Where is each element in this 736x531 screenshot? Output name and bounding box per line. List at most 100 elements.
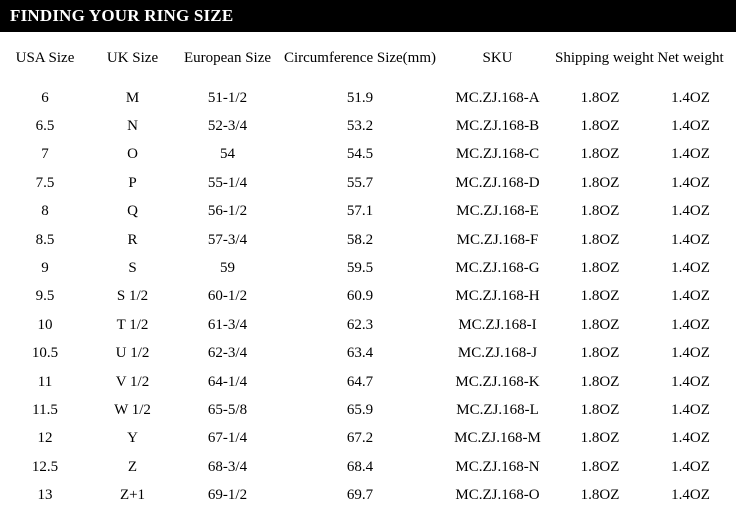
cell-shipping-weight: 1.8OZ bbox=[580, 118, 620, 135]
cell-sku: MC.ZJ.168-E bbox=[456, 203, 539, 220]
cell-uk-size: V 1/2 bbox=[115, 373, 150, 390]
cell-sku: MC.ZJ.168-O bbox=[455, 487, 540, 504]
cell-uk-size: O bbox=[127, 146, 138, 163]
cell-european-size: 59 bbox=[220, 260, 235, 277]
cell-circumference-size-mm: 54.5 bbox=[346, 146, 374, 163]
cell-net-weight: 1.4OZ bbox=[671, 231, 710, 248]
cell-circumference-size-mm: 69.7 bbox=[346, 487, 374, 504]
cell-shipping-weight: 1.8OZ bbox=[580, 89, 620, 106]
cell-net-weight: 1.4OZ bbox=[671, 288, 710, 305]
cell-uk-size: Q bbox=[127, 203, 138, 220]
column-header-net-weight: Net weight bbox=[657, 49, 724, 66]
table-row: 10.5 U 1/2 62-3/4 63.4 MC.ZJ.168-J 1.8OZ 1.4OZ bbox=[0, 340, 736, 368]
cell-shipping-weight: 1.8OZ bbox=[580, 430, 620, 447]
cell-sku: MC.ZJ.168-I bbox=[458, 316, 537, 333]
table-row: 11 V 1/2 64-1/4 64.7 MC.ZJ.168-K 1.8OZ 1.4OZ bbox=[0, 368, 736, 396]
table-row: 8.5 R 57-3/4 58.2 MC.ZJ.168-F 1.8OZ 1.4OZ bbox=[0, 226, 736, 254]
cell-usa-size: 8 bbox=[41, 203, 49, 220]
cell-circumference-size-mm: 63.4 bbox=[346, 345, 374, 362]
cell-sku: MC.ZJ.168-J bbox=[457, 345, 538, 362]
table-row: 6.5 N 52-3/4 53.2 MC.ZJ.168-B 1.8OZ 1.4OZ bbox=[0, 112, 736, 140]
table-row: 6 M 51-1/2 51.9 MC.ZJ.168-A 1.8OZ 1.4OZ bbox=[0, 84, 736, 112]
cell-european-size: 61-3/4 bbox=[207, 316, 248, 333]
cell-usa-size: 9.5 bbox=[35, 288, 55, 305]
cell-shipping-weight: 1.8OZ bbox=[580, 401, 620, 418]
cell-european-size: 56-1/2 bbox=[207, 203, 248, 220]
cell-circumference-size-mm: 53.2 bbox=[346, 118, 374, 135]
section-title: FINDING YOUR RING SIZE bbox=[10, 6, 234, 25]
cell-uk-size: S 1/2 bbox=[116, 288, 149, 305]
cell-uk-size: P bbox=[128, 174, 137, 191]
cell-uk-size: T 1/2 bbox=[116, 316, 149, 333]
cell-circumference-size-mm: 68.4 bbox=[346, 458, 374, 475]
cell-net-weight: 1.4OZ bbox=[671, 118, 710, 135]
cell-shipping-weight: 1.8OZ bbox=[580, 458, 620, 475]
cell-european-size: 52-3/4 bbox=[207, 118, 248, 135]
cell-circumference-size-mm: 59.5 bbox=[346, 260, 374, 277]
cell-shipping-weight: 1.8OZ bbox=[580, 146, 620, 163]
cell-net-weight: 1.4OZ bbox=[671, 401, 710, 418]
cell-usa-size: 6 bbox=[41, 89, 49, 106]
cell-sku: MC.ZJ.168-K bbox=[455, 373, 540, 390]
cell-net-weight: 1.4OZ bbox=[671, 203, 710, 220]
cell-circumference-size-mm: 60.9 bbox=[346, 288, 374, 305]
cell-shipping-weight: 1.8OZ bbox=[580, 231, 620, 248]
cell-sku: MC.ZJ.168-L bbox=[456, 401, 539, 418]
cell-european-size: 57-3/4 bbox=[207, 231, 248, 248]
cell-circumference-size-mm: 51.9 bbox=[346, 89, 374, 106]
cell-circumference-size-mm: 57.1 bbox=[346, 203, 374, 220]
ring-size-page: FINDING YOUR RING SIZE USA Size UK Size Eu… bbox=[0, 0, 736, 510]
cell-european-size: 62-3/4 bbox=[207, 345, 248, 362]
cell-european-size: 55-1/4 bbox=[207, 174, 248, 191]
size-table-body: 6 M 51-1/2 51.9 MC.ZJ.168-A 1.8OZ 1.4OZ 6.5 N 52-… bbox=[0, 84, 736, 510]
cell-shipping-weight: 1.8OZ bbox=[580, 487, 620, 504]
cell-european-size: 67-1/4 bbox=[207, 430, 248, 447]
cell-uk-size: U 1/2 bbox=[115, 345, 150, 362]
cell-uk-size: Y bbox=[127, 430, 138, 447]
table-row: 12 Y 67-1/4 67.2 MC.ZJ.168-M 1.8OZ 1.4OZ bbox=[0, 425, 736, 453]
cell-usa-size: 9 bbox=[41, 260, 49, 277]
table-row: 10 T 1/2 61-3/4 62.3 MC.ZJ.168-I 1.8OZ 1.4OZ bbox=[0, 311, 736, 339]
cell-usa-size: 6.5 bbox=[35, 118, 55, 135]
cell-sku: MC.ZJ.168-F bbox=[456, 231, 539, 248]
table-row: 7 O 54 54.5 MC.ZJ.168-C 1.8OZ 1.4OZ bbox=[0, 141, 736, 169]
cell-net-weight: 1.4OZ bbox=[671, 174, 710, 191]
cell-shipping-weight: 1.8OZ bbox=[580, 345, 620, 362]
cell-shipping-weight: 1.8OZ bbox=[580, 288, 620, 305]
cell-net-weight: 1.4OZ bbox=[671, 260, 710, 277]
cell-shipping-weight: 1.8OZ bbox=[580, 174, 620, 191]
cell-sku: MC.ZJ.168-G bbox=[455, 260, 540, 277]
cell-net-weight: 1.4OZ bbox=[671, 316, 710, 333]
column-header-uk-size: UK Size bbox=[106, 49, 159, 66]
cell-sku: MC.ZJ.168-B bbox=[455, 118, 540, 135]
cell-shipping-weight: 1.8OZ bbox=[580, 260, 620, 277]
cell-net-weight: 1.4OZ bbox=[671, 430, 710, 447]
cell-net-weight: 1.4OZ bbox=[671, 345, 710, 362]
cell-net-weight: 1.4OZ bbox=[671, 89, 710, 106]
cell-net-weight: 1.4OZ bbox=[671, 373, 710, 390]
cell-european-size: 64-1/4 bbox=[207, 373, 248, 390]
table-row: 9.5 S 1/2 60-1/2 60.9 MC.ZJ.168-H 1.8OZ 1.4OZ bbox=[0, 283, 736, 311]
cell-european-size: 54 bbox=[220, 146, 235, 163]
cell-uk-size: R bbox=[127, 231, 138, 248]
cell-circumference-size-mm: 65.9 bbox=[346, 401, 374, 418]
cell-uk-size: W 1/2 bbox=[114, 401, 151, 418]
cell-european-size: 51-1/2 bbox=[207, 89, 248, 106]
cell-usa-size: 10 bbox=[37, 316, 53, 333]
cell-sku: MC.ZJ.168-D bbox=[455, 174, 540, 191]
cell-sku: MC.ZJ.168-H bbox=[455, 288, 540, 305]
cell-usa-size: 12.5 bbox=[31, 458, 59, 475]
cell-circumference-size-mm: 58.2 bbox=[346, 231, 374, 248]
table-row: 8 Q 56-1/2 57.1 MC.ZJ.168-E 1.8OZ 1.4OZ bbox=[0, 198, 736, 226]
table-row: 13 Z+1 69-1/2 69.7 MC.ZJ.168-O 1.8OZ 1.4OZ bbox=[0, 481, 736, 509]
cell-usa-size: 11.5 bbox=[32, 401, 58, 418]
table-row: 11.5 W 1/2 65-5/8 65.9 MC.ZJ.168-L 1.8OZ 1.4OZ bbox=[0, 396, 736, 424]
cell-shipping-weight: 1.8OZ bbox=[580, 203, 620, 220]
column-header-sku: SKU bbox=[482, 49, 513, 66]
table-row: 12.5 Z 68-3/4 68.4 MC.ZJ.168-N 1.8OZ 1.4OZ bbox=[0, 453, 736, 481]
cell-uk-size: M bbox=[125, 89, 140, 106]
cell-sku: MC.ZJ.168-N bbox=[455, 458, 540, 475]
cell-usa-size: 7 bbox=[41, 146, 49, 163]
table-row: 9 S 59 59.5 MC.ZJ.168-G 1.8OZ 1.4OZ bbox=[0, 254, 736, 282]
cell-usa-size: 10.5 bbox=[31, 345, 59, 362]
